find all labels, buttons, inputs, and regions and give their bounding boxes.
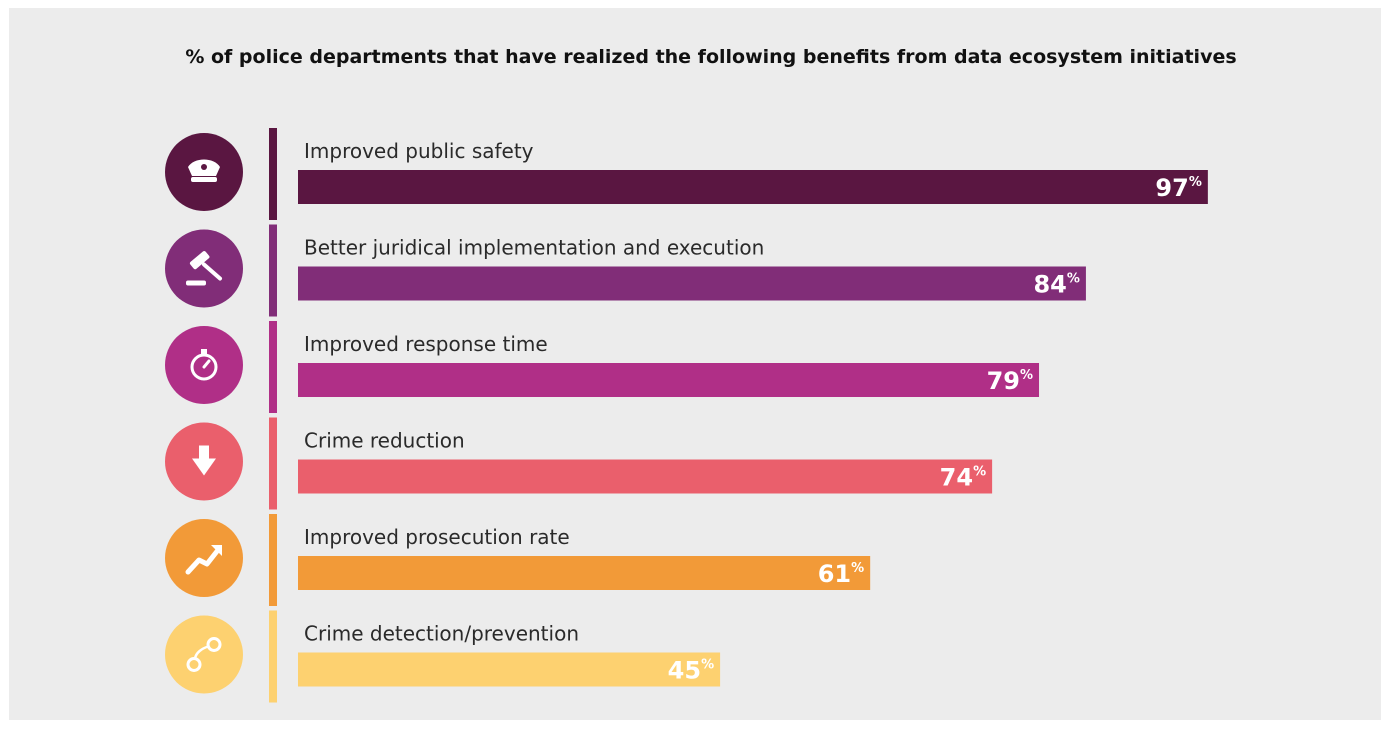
- row-divider: [269, 610, 277, 703]
- bar: [298, 652, 721, 687]
- category-label: Improved response time: [304, 332, 548, 356]
- value-label: 79%: [987, 367, 1033, 395]
- row-divider: [269, 514, 277, 606]
- value-label: 74%: [940, 464, 986, 492]
- value-label: 45%: [668, 657, 714, 685]
- category-label: Improved prosecution rate: [304, 525, 570, 549]
- category-label: Crime reduction: [304, 429, 465, 453]
- category-label: Crime detection/prevention: [304, 622, 579, 646]
- stopwatch-icon: [190, 349, 218, 381]
- bar: [298, 459, 993, 494]
- row-divider: [269, 321, 277, 413]
- bar: [298, 363, 1040, 397]
- bar: [298, 556, 871, 590]
- value-label: 61%: [818, 560, 864, 588]
- down-arrow-icon: [192, 445, 216, 476]
- category-icon-circle: [165, 229, 243, 308]
- row-divider: [269, 128, 277, 220]
- category-label: Better juridical implementation and exec…: [304, 236, 764, 260]
- handcuffs-icon: [186, 637, 222, 672]
- chart-title: % of police departments that have realiz…: [185, 46, 1237, 68]
- gavel-icon: [186, 251, 222, 286]
- value-label: 97%: [1155, 174, 1201, 202]
- category-icon-circle: [165, 519, 243, 597]
- bar: [298, 266, 1086, 301]
- row-divider: [269, 417, 277, 510]
- value-label: 84%: [1033, 271, 1079, 299]
- row-divider: [269, 224, 277, 317]
- bar: [298, 170, 1208, 204]
- category-label: Improved public safety: [304, 139, 534, 163]
- trend-up-icon: [185, 545, 222, 575]
- category-icon-circle: [165, 615, 243, 694]
- police-cap-icon: [188, 159, 220, 182]
